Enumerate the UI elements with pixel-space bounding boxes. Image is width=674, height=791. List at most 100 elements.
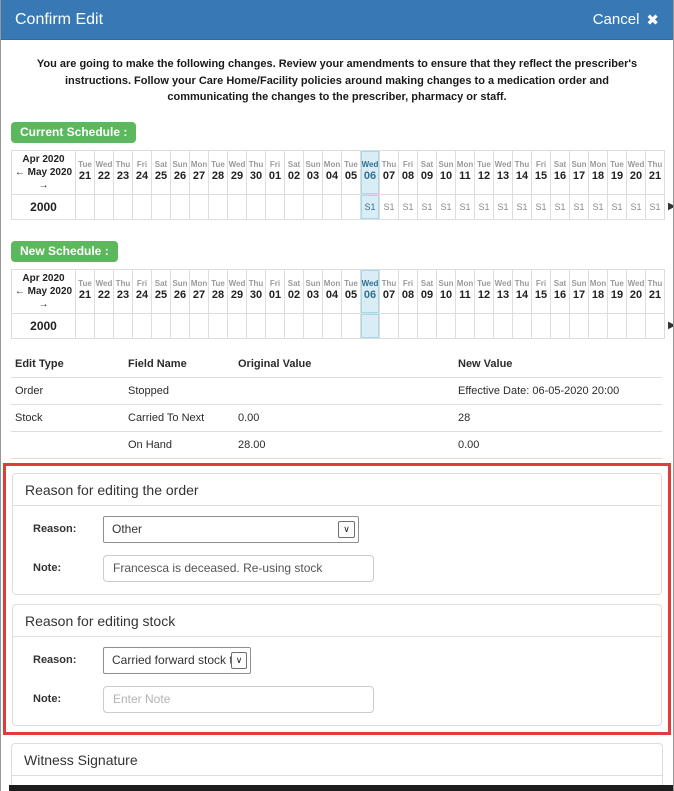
schedule-month-cell: Apr 2020 ← May 2020 → (11, 149, 76, 195)
schedule-value-cell (417, 312, 437, 339)
order-note-input[interactable] (103, 554, 374, 582)
changes-cell: Carried To Next (124, 404, 234, 432)
chevron-down-icon: ∨ (230, 651, 247, 669)
schedule-day-header: Fri 15 (531, 268, 551, 314)
schedule-day-header: Thu 23 (113, 268, 133, 314)
schedule-value-cell: S1 (531, 193, 551, 220)
schedule-value-cell (170, 193, 190, 220)
schedule-value-cell (322, 312, 342, 339)
order-reason-select[interactable]: Other ∨ (103, 515, 359, 543)
schedule-day-header: Sun 03 (303, 268, 323, 314)
schedule-day-header: Mon 04 (322, 268, 342, 314)
schedule-value-cell (265, 193, 285, 220)
changes-col-field-name: Field Name (124, 351, 234, 378)
schedule-day-header: Wed 13 (493, 149, 513, 195)
schedule-value-cell (398, 312, 418, 339)
schedule-day-header: Sat 16 (550, 149, 570, 195)
annotation-rectangle-reasons: Reason for editing the order Reason: Oth… (3, 462, 671, 735)
changes-cell: Effective Date: 06-05-2020 20:00 (454, 377, 662, 405)
schedule-day-header: Thu 07 (379, 149, 399, 195)
changes-row: On Hand 28.00 0.00 (11, 431, 662, 459)
schedule-day-header: Tue 12 (474, 149, 494, 195)
changes-cell: Stock (11, 404, 124, 432)
modal-body: You are going to make the following chan… (1, 40, 673, 791)
schedule-day-header: Sat 02 (284, 149, 304, 195)
schedule-day-header: Fri 24 (132, 149, 152, 195)
modal-title: Confirm Edit (15, 10, 104, 28)
schedule-day-header: Mon 11 (455, 149, 475, 195)
changes-cell: Stopped (124, 377, 234, 405)
schedule-next-arrow-icon[interactable]: ▶ (668, 201, 673, 220)
schedule-value-cell (208, 193, 228, 220)
changes-col-new-value: New Value (454, 351, 662, 378)
schedule-value-cell (246, 193, 266, 220)
schedule-value-cell: S1 (398, 193, 418, 220)
changes-cell (11, 431, 124, 459)
schedule-value-cell (607, 312, 627, 339)
changes-table: Edit Type Field Name Original Value New … (11, 351, 662, 459)
schedule-day-header: Wed 22 (94, 149, 114, 195)
schedule-day-header: Thu 23 (113, 149, 133, 195)
schedule-value-cell (189, 193, 209, 220)
stock-note-input[interactable] (103, 685, 374, 713)
schedule-value-cell (113, 312, 133, 339)
schedule-value-cell (132, 193, 152, 220)
modal-cancel-button[interactable]: Cancel ✖ (593, 11, 659, 29)
stock-note-label: Note: (33, 693, 62, 705)
schedule-value-cell (284, 193, 304, 220)
schedule-day-header: Wed 20 (626, 149, 646, 195)
schedule-day-header: Tue 12 (474, 268, 494, 314)
new-schedule-badge: New Schedule : (11, 240, 118, 262)
schedule-value-cell: S1 (645, 193, 665, 220)
schedule-value-cell (227, 312, 247, 339)
instruction-text: You are going to make the following chan… (36, 58, 638, 103)
schedule-day-header: Tue 05 (341, 268, 361, 314)
order-reason-panel: Reason for editing the order Reason: Oth… (12, 472, 662, 595)
schedule-day-header: Sat 02 (284, 268, 304, 314)
schedule-day-header: Mon 11 (455, 268, 475, 314)
schedule-day-header: Wed 20 (626, 268, 646, 314)
schedule-value-cell (360, 312, 380, 339)
schedule-day-header: Mon 04 (322, 149, 342, 195)
schedule-day-header: Tue 21 (75, 268, 95, 314)
schedule-day-header: Thu 30 (246, 149, 266, 195)
schedule-day-header: Tue 19 (607, 268, 627, 314)
schedule-day-header: Sun 26 (170, 149, 190, 195)
schedule-day-header: Mon 18 (588, 149, 608, 195)
schedule-day-header: Fri 01 (265, 268, 285, 314)
schedule-value-cell: S1 (626, 193, 646, 220)
schedule-value-cell: S1 (455, 193, 475, 220)
schedule-time-label: 2000 (11, 312, 76, 339)
schedule-day-header: Mon 27 (189, 268, 209, 314)
order-reason-title: Reason for editing the order (13, 474, 661, 506)
changes-header-row: Edit Type Field Name Original Value New … (11, 351, 662, 378)
schedule-day-header: Fri 08 (398, 268, 418, 314)
schedule-day-header: Sun 17 (569, 268, 589, 314)
changes-cell: 28.00 (234, 431, 454, 459)
schedule-value-cell (531, 312, 551, 339)
schedule-value-cell: S1 (550, 193, 570, 220)
schedule-value-cell: S1 (512, 193, 532, 220)
schedule-day-header: Thu 21 (645, 268, 665, 314)
stock-reason-select[interactable]: Carried forward stock to ∨ (103, 646, 251, 674)
stock-reason-selected-value: Carried forward stock to (112, 653, 231, 667)
schedule-value-cell: S1 (436, 193, 456, 220)
schedule-value-cell (75, 312, 95, 339)
schedule-day-header: Tue 19 (607, 149, 627, 195)
schedule-day-header: Wed 06 (360, 268, 380, 314)
schedule-next-arrow-icon[interactable]: ▶ (668, 320, 673, 339)
changes-col-edit-type: Edit Type (11, 351, 124, 378)
schedule-value-cell (626, 312, 646, 339)
schedule-value-cell (645, 312, 665, 339)
schedule-day-header: Wed 22 (94, 268, 114, 314)
schedule-day-header: Sat 25 (151, 268, 171, 314)
order-reason-label: Reason: (33, 523, 77, 535)
changes-cell: 28 (454, 404, 662, 432)
changes-cell: Order (11, 377, 124, 405)
schedule-value-cell (341, 193, 361, 220)
schedule-value-cell (132, 312, 152, 339)
schedule-value-cell (493, 312, 513, 339)
schedule-day-header: Mon 27 (189, 149, 209, 195)
schedule-value-cell (303, 193, 323, 220)
schedule-value-cell (455, 312, 475, 339)
